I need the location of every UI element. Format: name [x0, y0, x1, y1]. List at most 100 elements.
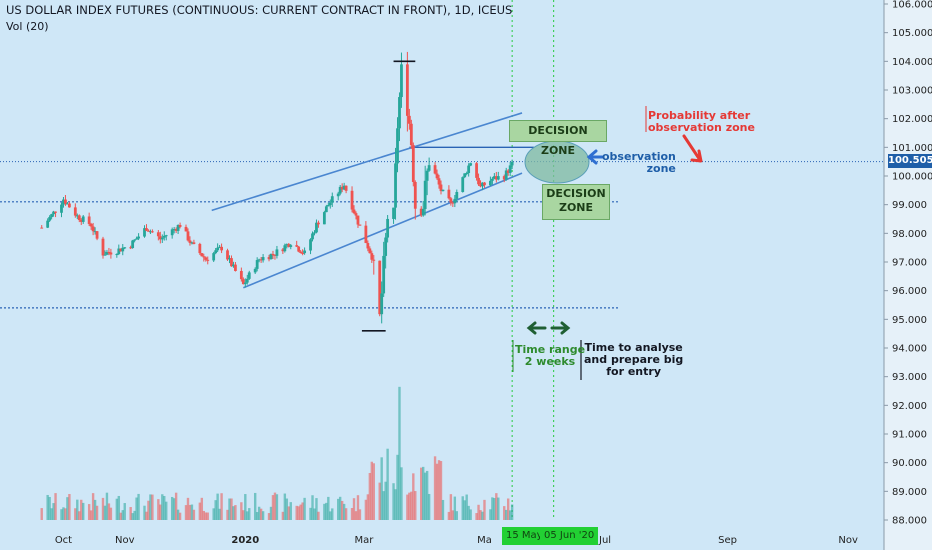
volume-bar	[202, 510, 205, 520]
candle-body	[117, 248, 121, 255]
candle-body	[184, 226, 188, 232]
volume-bar	[259, 508, 263, 520]
volume-bar	[165, 501, 168, 520]
volume-bar	[447, 511, 451, 520]
volume-bar	[188, 504, 192, 520]
candle-body	[366, 243, 370, 249]
candle-body	[212, 253, 216, 261]
candle-body	[453, 198, 457, 204]
volume-bar	[406, 494, 409, 520]
probability-label: Probability after observation zone	[648, 109, 755, 134]
candle-body	[494, 176, 498, 180]
volume-bar	[510, 504, 514, 520]
y-tick-label: 88.000	[892, 516, 927, 527]
y-tick-label: 89.000	[892, 487, 927, 498]
volume-bar	[481, 511, 484, 520]
volume-bar	[78, 511, 81, 520]
x-tick-label: 2020	[231, 535, 259, 546]
candle-body	[214, 250, 218, 254]
y-tick-label: 96.000	[892, 286, 927, 297]
volume-bar	[414, 491, 417, 520]
volume-bar	[143, 505, 146, 520]
volume-bar	[46, 494, 49, 520]
volume-bar	[261, 511, 265, 520]
candle-body	[133, 239, 137, 241]
candle-body	[176, 225, 180, 231]
volume-bar	[358, 509, 362, 520]
volume-bar	[394, 489, 397, 520]
volume-bar	[161, 494, 164, 520]
candle-body	[87, 216, 91, 224]
candle-body	[172, 229, 176, 231]
volume-bar	[427, 493, 431, 520]
candle-body	[398, 97, 401, 129]
volume-bar	[95, 505, 99, 520]
volume-bar	[396, 454, 399, 520]
candle-body	[467, 165, 471, 174]
candle-body	[382, 255, 386, 294]
volume-bar	[384, 481, 387, 520]
candle-body	[502, 176, 506, 180]
observation-zone-label: observation zone	[602, 150, 676, 175]
candle-body	[352, 209, 356, 214]
volume-bar	[147, 500, 150, 520]
volume-bar	[131, 513, 134, 520]
volume-bar	[340, 500, 344, 520]
volume-bar	[338, 496, 342, 520]
volume-bar	[408, 492, 411, 520]
candle-body	[489, 180, 492, 186]
candle-body	[469, 163, 473, 166]
candle-body	[477, 177, 480, 185]
volume-bar	[52, 503, 55, 520]
volume-bar	[230, 498, 233, 520]
price-scale	[884, 0, 932, 550]
y-tick-label: 100.000	[892, 172, 932, 183]
candle-body	[95, 231, 99, 239]
decision-zone-upper-label: DECISION ZONE	[509, 120, 607, 157]
observation-arrow-icon	[586, 149, 604, 165]
candle-body	[289, 245, 293, 247]
candle-body	[303, 250, 307, 254]
volume-bar	[453, 496, 457, 520]
volume-bar	[283, 493, 287, 520]
candle-body	[407, 115, 411, 124]
volume-bar	[366, 494, 370, 520]
candle-body	[372, 259, 376, 261]
candle-body	[143, 228, 146, 237]
volume-bar	[228, 498, 231, 520]
candle-body	[475, 163, 478, 178]
candle-body	[147, 230, 150, 232]
candle-body	[449, 198, 453, 203]
candle-body	[400, 64, 403, 98]
volume-bar	[329, 511, 332, 520]
candle-body	[297, 246, 301, 252]
volume-bar	[151, 494, 154, 520]
y-tick-label: 97.000	[892, 258, 927, 269]
volume-bar	[311, 495, 314, 520]
probability-arrow-icon	[682, 134, 703, 163]
candle-body	[105, 251, 109, 255]
candle-body	[285, 244, 289, 246]
volume-bar	[145, 511, 148, 520]
candle-body	[492, 176, 496, 179]
volume-bar	[200, 497, 204, 520]
y-tick-label: 92.000	[892, 401, 927, 412]
candle-body	[275, 249, 279, 256]
y-tick-label: 94.000	[892, 344, 927, 355]
volume-bar	[364, 499, 368, 520]
volume-bar	[285, 498, 289, 520]
candle-body	[378, 260, 382, 315]
volume-indicator-label[interactable]: Vol (20)	[6, 20, 49, 33]
volume-bar	[299, 504, 302, 520]
candle-body	[241, 279, 245, 285]
candle-body	[419, 208, 423, 216]
volume-bar	[495, 493, 498, 520]
candle-body	[73, 207, 77, 216]
volume-bar	[297, 506, 300, 520]
volume-bar	[497, 497, 500, 520]
candle-body	[394, 163, 397, 208]
volume-bar	[295, 505, 298, 520]
candle-body	[101, 238, 105, 256]
candle-body	[313, 232, 316, 234]
